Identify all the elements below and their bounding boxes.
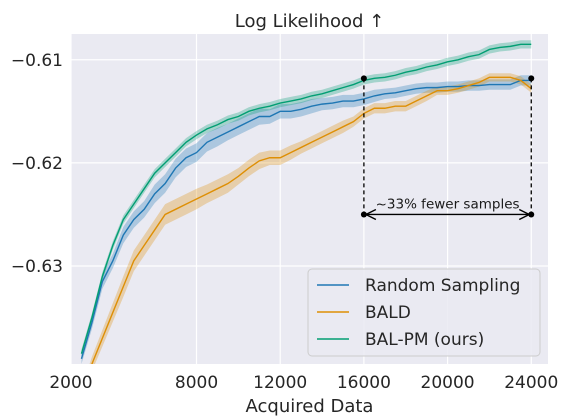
legend: Random Sampling BALD BAL-PM (ours) [307,268,541,357]
annotation-marker-bottom-end [528,211,535,218]
chart-title: Log Likelihood ↑ [235,11,384,32]
legend-label-bal-pm-ours: BAL-PM (ours) [365,330,484,350]
confidence-bands [81,40,532,364]
legend-label-random-sampling: Random Sampling [365,276,520,296]
y-tick-label: −0.63 [11,257,63,277]
annotation-arrowhead-right [518,208,531,221]
legend-box [307,268,541,357]
annotation-marker-top-end [528,75,535,82]
tick-labels: 2000 8000 12000 16000 20000 24000 −0.61 −0.62 −0… [11,51,558,393]
legend-label-bald: BALD [365,303,411,323]
annotation-marker-top-start [360,75,367,82]
x-tick-label: 24000 [504,373,558,393]
x-tick-label: 16000 [337,373,391,393]
y-tick-label: −0.61 [11,51,63,71]
annotation: ~33% fewer samples [360,75,535,221]
x-tick-label: 12000 [253,373,307,393]
y-tick-label: −0.62 [11,154,63,174]
random-sampling-band [81,75,532,364]
series-lines [80,43,532,364]
bald-line [91,76,532,364]
x-axis-label: Acquired Data [246,396,374,417]
x-tick-label: 8000 [175,373,218,393]
annotation-marker-bottom-start [360,211,367,218]
annotation-arrowhead-left [364,208,377,221]
x-tick-label: 20000 [421,373,475,393]
annotation-label: ~33% fewer samples [376,196,520,212]
bal-pm-ours-line [80,43,532,354]
x-tick-label: 2000 [49,373,92,393]
random-sampling-line [80,79,532,360]
